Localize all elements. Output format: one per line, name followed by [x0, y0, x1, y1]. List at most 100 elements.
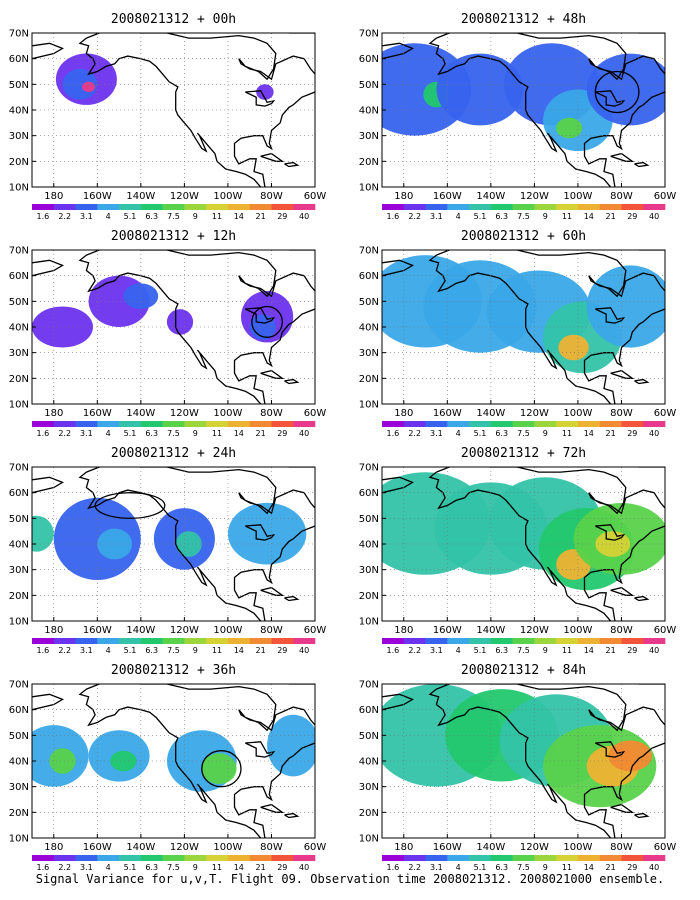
colorbar-label: 9 — [193, 429, 198, 438]
lon-label: 140W — [126, 842, 155, 853]
coastline — [288, 250, 315, 251]
coastline — [284, 812, 300, 819]
lon-label: 180 — [394, 408, 413, 419]
colorbar-label: 7.5 — [517, 863, 530, 872]
colorbar-label: 29 — [277, 863, 287, 872]
lon-label: 60W — [654, 842, 677, 853]
lon-label: 120W — [170, 842, 199, 853]
lon-label: 120W — [520, 408, 549, 419]
colorbar-label: 3.1 — [430, 863, 443, 872]
lat-label: 30N — [359, 131, 379, 142]
colorbar-label: 1.6 — [37, 212, 50, 221]
coastline — [610, 803, 635, 813]
colorbar-swatch — [512, 421, 535, 427]
panel-title: 2008021312 + 60h — [461, 229, 586, 244]
colorbar-swatch — [469, 638, 492, 644]
map-panel: 2008021312 + 00h 10N 20N 30N 40N 50N 60N 70N 180… — [9, 12, 327, 221]
panel-title: 2008021312 + 36h — [111, 663, 236, 678]
colorbar-swatch — [403, 855, 426, 861]
lon-label: 80W — [260, 408, 283, 419]
colorbar-swatch — [227, 421, 250, 427]
coastline — [32, 42, 64, 60]
colorbar-label: 14 — [234, 863, 244, 872]
colorbar-label: 29 — [627, 429, 637, 438]
colorbar-swatch — [206, 421, 229, 427]
colorbar-swatch — [162, 421, 185, 427]
lon-label: 140W — [476, 191, 505, 202]
colorbar-label: 11 — [562, 429, 572, 438]
colorbar-swatch — [140, 204, 163, 210]
lat-label: 50N — [359, 731, 379, 742]
lat-label: 10N — [359, 834, 379, 845]
lat-label: 70N — [359, 246, 379, 257]
coastline — [284, 595, 300, 602]
colorbar-swatch — [621, 204, 644, 210]
map-area — [32, 250, 315, 404]
variance-contour — [608, 740, 652, 772]
colorbar-label: 21 — [606, 646, 616, 655]
lon-label: 60W — [304, 408, 327, 419]
colorbar-label: 2.2 — [408, 863, 421, 872]
map-area — [32, 684, 315, 838]
colorbar-label: 2.2 — [408, 646, 421, 655]
colorbar-swatch — [577, 855, 600, 861]
variance-contour — [110, 750, 137, 772]
colorbar-swatch — [599, 421, 622, 427]
colorbar-swatch — [556, 421, 579, 427]
coastline — [428, 467, 665, 621]
colorbar-label: 40 — [649, 863, 659, 872]
colorbar-swatch — [556, 638, 579, 644]
signal-circle — [94, 492, 166, 519]
coastline — [595, 741, 626, 758]
colorbar-label: 21 — [256, 429, 266, 438]
lon-label: 80W — [610, 191, 633, 202]
colorbar-label: 40 — [299, 646, 309, 655]
colorbar-label: 40 — [299, 863, 309, 872]
colorbar-label: 14 — [234, 646, 244, 655]
colorbar-label: 2.2 — [408, 212, 421, 221]
colorbar-label: 6.3 — [495, 212, 508, 221]
colorbar-swatch — [32, 421, 55, 427]
colorbar-swatch — [293, 204, 316, 210]
colorbar-label: 6.3 — [145, 429, 158, 438]
coastline — [245, 307, 276, 324]
coastline — [288, 684, 315, 685]
variance-contour — [123, 283, 159, 310]
colorbar-label: 21 — [256, 646, 266, 655]
colorbar-swatch — [599, 204, 622, 210]
coastline — [634, 378, 650, 385]
lon-label: 60W — [304, 191, 327, 202]
colorbar-swatch — [119, 855, 142, 861]
colorbar-swatch — [425, 421, 448, 427]
colorbar-swatch — [184, 421, 207, 427]
colorbar-label: 6.3 — [145, 212, 158, 221]
coastline — [284, 378, 300, 385]
colorbar-swatch — [140, 638, 163, 644]
colorbar-label: 11 — [562, 646, 572, 655]
variance-contour — [436, 53, 524, 126]
variance-contour — [82, 81, 96, 92]
colorbar-label: 3.1 — [80, 863, 93, 872]
colorbar-swatch — [534, 204, 557, 210]
colorbar-label: 1.6 — [387, 646, 400, 655]
map-panel: 2008021312 + 48h 10N 20N 30N 40N 50N 60N 70N 180… — [359, 12, 677, 221]
lon-label: 120W — [170, 191, 199, 202]
coastline — [634, 812, 650, 819]
colorbar-label: 1.6 — [37, 429, 50, 438]
lon-label: 120W — [520, 625, 549, 636]
lon-label: 180 — [44, 842, 63, 853]
colorbar-swatch — [97, 421, 120, 427]
lat-label: 70N — [9, 246, 29, 257]
coastline — [428, 684, 665, 838]
coastline — [78, 684, 315, 838]
lon-label: 140W — [476, 408, 505, 419]
map-area — [382, 684, 665, 838]
colorbar-label: 9 — [543, 646, 548, 655]
variance-contour — [32, 306, 93, 348]
panel-title: 2008021312 + 00h — [111, 12, 236, 27]
colorbar-label: 1.6 — [387, 863, 400, 872]
lon-label: 160W — [83, 625, 112, 636]
lat-label: 70N — [359, 680, 379, 691]
variance-contour — [49, 748, 76, 774]
